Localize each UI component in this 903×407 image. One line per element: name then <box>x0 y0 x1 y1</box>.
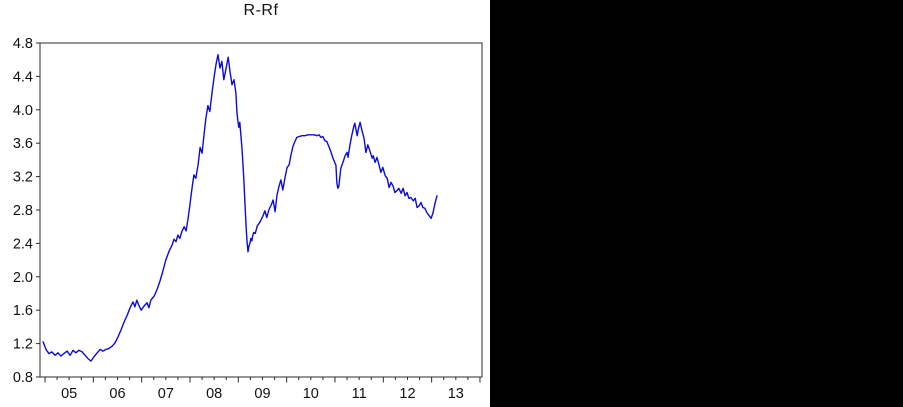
y-tick-label: 2.8 <box>13 203 33 219</box>
y-tick-label: 1.2 <box>13 337 33 353</box>
chart-panel: R-Rf 0.8 1.2 1.6 2.0 2.4 2.8 3.2 3.6 4.0 4.4 4.8 05… <box>0 0 490 407</box>
x-tick-label: 13 <box>448 386 464 402</box>
y-tick-label: 2.4 <box>13 236 33 252</box>
y-tick-label: 0.8 <box>13 370 33 386</box>
series-line <box>42 54 438 362</box>
x-tick-label: 08 <box>206 386 222 402</box>
x-tick-label: 07 <box>158 386 174 402</box>
x-tick-label: 05 <box>61 386 77 402</box>
x-tick-label: 06 <box>109 386 125 402</box>
y-tick-label: 2.0 <box>13 270 33 286</box>
plot-area: 0.8 1.2 1.6 2.0 2.4 2.8 3.2 3.6 4.0 4.4 4.8 05 06 07 0… <box>13 36 483 402</box>
x-tick-label: 11 <box>352 386 367 402</box>
chart-title: R-Rf <box>243 2 279 19</box>
x-tick-label: 12 <box>399 386 415 402</box>
x-tick-label: 09 <box>254 386 270 402</box>
plot-frame <box>39 42 483 378</box>
y-tick-label: 3.2 <box>13 170 33 186</box>
x-tick-label: 10 <box>303 386 319 402</box>
y-tick-label: 4.8 <box>13 36 33 52</box>
black-filler <box>490 0 903 407</box>
y-tick-label: 1.6 <box>13 303 33 319</box>
y-tick-label: 4.0 <box>13 103 33 119</box>
y-tick-label: 4.4 <box>13 69 33 85</box>
y-tick-label: 3.6 <box>13 136 33 152</box>
